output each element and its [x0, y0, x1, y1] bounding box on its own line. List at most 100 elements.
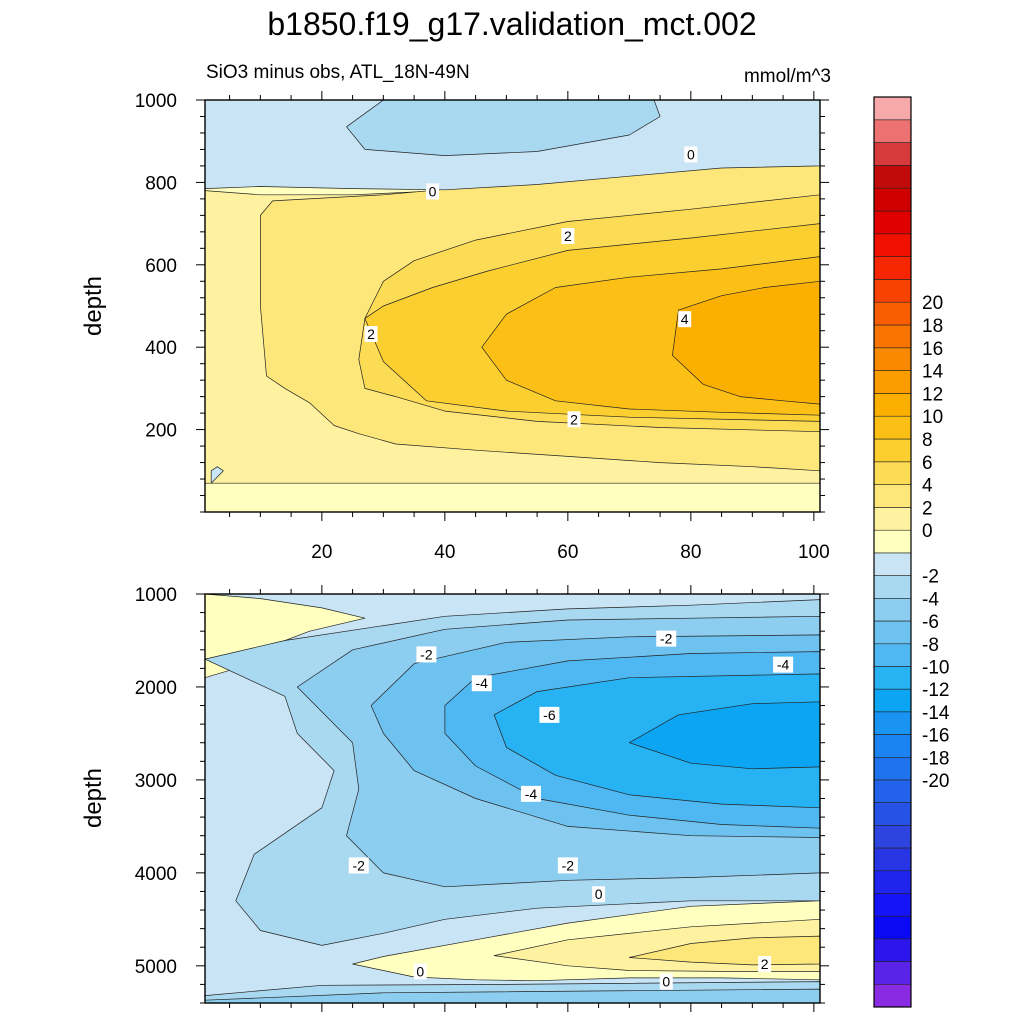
colorbar-frame — [873, 96, 912, 1008]
colorbar-swatch — [873, 575, 912, 599]
colorbar-swatch — [873, 666, 912, 690]
contour-label: 0 — [595, 886, 603, 902]
colorbar-label: 10 — [922, 407, 943, 428]
contour-label: -2 — [353, 857, 366, 873]
colorbar-label: -18 — [922, 748, 949, 769]
colorbar-label: 14 — [922, 362, 944, 383]
contour-label: 0 — [687, 146, 695, 162]
x-tick-label: 100 — [798, 542, 830, 563]
colorbar-swatch — [873, 233, 912, 257]
lower-contour-panel: 10002000300040005000depth-2-2-4-4-6-4-2-… — [80, 585, 829, 1012]
panel-subtitle: SiO3 minus obs, ATL_18N-49N — [206, 62, 470, 83]
x-tick-label: 80 — [680, 542, 701, 563]
contour-region — [210, 466, 224, 484]
colorbar-label: -16 — [922, 726, 949, 747]
colorbar-label: 8 — [922, 430, 933, 451]
contour-label: 2 — [367, 326, 375, 342]
colorbar-swatch — [873, 983, 912, 1008]
contour-label-background — [656, 630, 677, 647]
contour-label: 4 — [681, 311, 689, 327]
colorbar-swatch — [873, 870, 912, 894]
y-tick-label: 200 — [145, 421, 177, 442]
contour-label-background — [678, 311, 692, 328]
colorbar-swatch — [873, 643, 912, 667]
contour-label: -4 — [777, 657, 790, 673]
contour-label: -2 — [660, 631, 673, 647]
contour-label-background — [520, 785, 541, 802]
contour-label-background — [426, 183, 440, 200]
colorbar-swatch — [873, 165, 912, 189]
colorbar-label: 16 — [922, 339, 943, 360]
colorbar-swatch — [873, 688, 912, 713]
contour-label: 0 — [429, 183, 437, 199]
colorbar-label: 2 — [922, 498, 933, 519]
contour-label-background — [773, 656, 794, 673]
colorbar-label: -2 — [922, 567, 939, 588]
y-axis-label: depth — [80, 276, 107, 336]
y-tick-label: 800 — [145, 173, 177, 194]
colorbar-swatch — [873, 142, 912, 166]
contour-label-background — [413, 963, 427, 980]
colorbar-swatch — [873, 119, 912, 143]
colorbar-swatch — [873, 847, 912, 872]
colorbar-label: -8 — [922, 635, 939, 656]
colorbar-swatch — [873, 484, 912, 508]
colorbar: 20181614121086420-2-4-6-8-10-12-14-16-18… — [873, 96, 950, 1008]
colorbar-swatch — [873, 256, 912, 280]
colorbar-label: 0 — [922, 521, 933, 542]
y-tick-label: 1000 — [135, 91, 177, 112]
colorbar-swatch — [873, 507, 912, 531]
contour-label-background — [471, 675, 492, 692]
colorbar-swatch — [873, 893, 912, 917]
colorbar-swatch — [873, 825, 912, 849]
colorbar-label: 4 — [922, 476, 933, 497]
colorbar-swatch — [873, 552, 912, 577]
colorbar-swatch — [873, 461, 912, 485]
contour-region — [628, 701, 820, 770]
contour-label: 2 — [564, 228, 572, 244]
y-tick-label: 3000 — [135, 771, 177, 792]
colorbar-swatch — [873, 347, 912, 371]
colorbar-label: -6 — [922, 612, 939, 633]
contour-label-background — [659, 973, 673, 990]
colorbar-swatch — [873, 279, 912, 303]
colorbar-label: -20 — [922, 771, 949, 792]
y-tick-label: 5000 — [135, 957, 177, 978]
contour-label: 2 — [570, 411, 578, 427]
contour-region — [672, 280, 820, 405]
colorbar-swatch — [873, 915, 912, 940]
colorbar-label: -14 — [922, 703, 950, 724]
contour-label: 0 — [416, 963, 424, 979]
contour-label-background — [416, 646, 437, 663]
colorbar-swatch — [873, 529, 912, 554]
contour-label: -2 — [562, 857, 575, 873]
colorbar-swatch — [873, 415, 912, 440]
colorbar-label: 6 — [922, 453, 933, 474]
page-title: b1850.f19_g17.validation_mct.002 — [267, 6, 757, 42]
colorbar-swatch — [873, 393, 912, 417]
contour-label-background — [684, 146, 698, 163]
colorbar-label: -10 — [922, 658, 949, 679]
y-tick-label: 2000 — [135, 678, 177, 699]
contour-label: -4 — [476, 675, 489, 691]
contour-label-background — [348, 857, 369, 874]
colorbar-swatch — [873, 96, 912, 121]
colorbar-label: 20 — [922, 293, 943, 314]
contour-label-background — [758, 955, 772, 972]
colorbar-swatch — [873, 187, 912, 212]
colorbar-swatch — [873, 324, 912, 349]
y-tick-label: 400 — [145, 338, 177, 359]
x-tick-label: 40 — [434, 542, 455, 563]
y-tick-label: 600 — [145, 256, 177, 277]
colorbar-swatch — [873, 301, 912, 326]
units-label: mmol/m^3 — [743, 66, 831, 87]
contour-label: 0 — [662, 974, 670, 990]
contour-region — [205, 988, 820, 1003]
y-axis-label: depth — [80, 768, 107, 828]
colorbar-swatch — [873, 779, 912, 804]
contour-label: -4 — [525, 786, 538, 802]
colorbar-swatch — [873, 598, 912, 622]
